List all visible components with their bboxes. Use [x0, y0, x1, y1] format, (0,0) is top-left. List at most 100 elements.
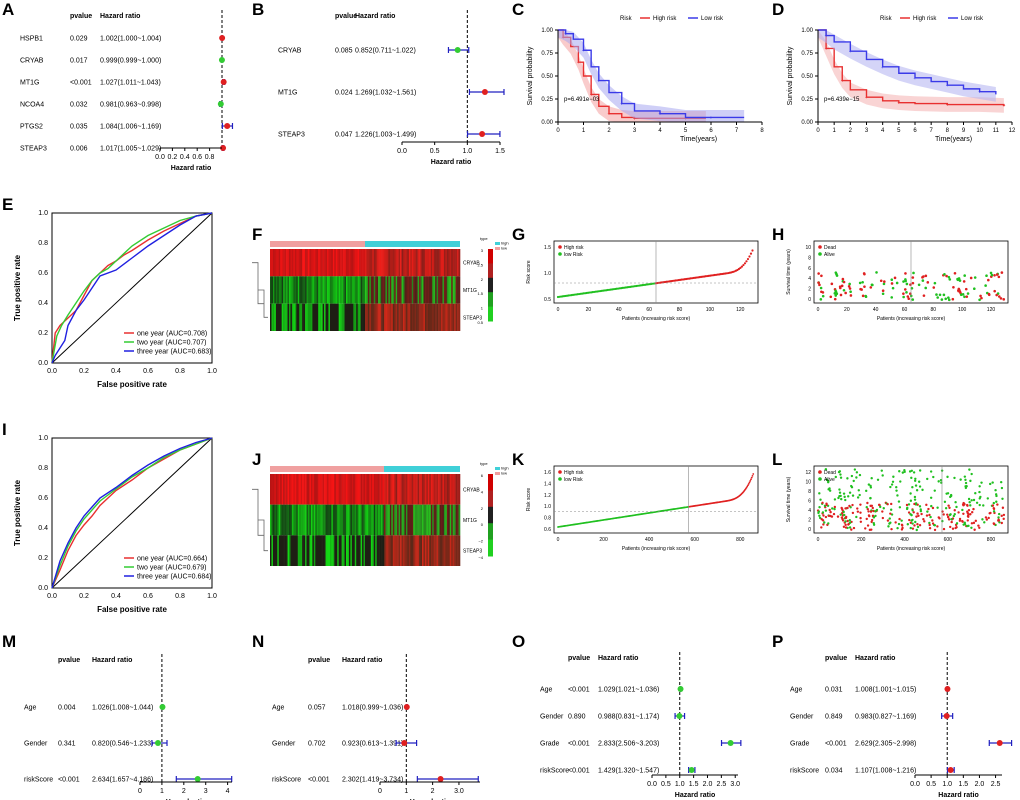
status-point [913, 498, 917, 501]
heatmap-cell [439, 474, 442, 505]
heatmap-cell [290, 249, 293, 277]
heatmap-cell [297, 504, 300, 536]
status-point [916, 523, 919, 526]
status-point [992, 507, 996, 511]
heatmap-cell [280, 535, 282, 566]
status-point [939, 478, 943, 482]
hr-point [676, 713, 683, 719]
heatmap-row-label: MT1G [463, 288, 477, 294]
y-tick-label: 0.4 [38, 300, 48, 307]
status-point [837, 496, 840, 500]
status-point [921, 279, 925, 282]
heatmap-cell [346, 504, 348, 536]
status-point [988, 482, 992, 486]
status-point [855, 515, 858, 519]
heatmap-cell [408, 249, 411, 277]
status-point [907, 297, 911, 300]
x-tick-label: 40 [616, 307, 622, 313]
x-tick-label: 12 [1009, 128, 1016, 134]
x-tick-label: 100 [958, 307, 967, 313]
status-point [882, 507, 885, 510]
risk-point [739, 266, 742, 269]
heatmap-cell [433, 535, 436, 566]
status-point [819, 498, 822, 501]
heatmap-cell [340, 504, 342, 536]
heatmap-cell [401, 504, 404, 536]
legend-marker [558, 477, 562, 481]
heatmap-cell [294, 535, 297, 566]
row-pvalue: 0.035 [70, 124, 88, 131]
risk-point [750, 476, 753, 479]
heatmap-cell [414, 249, 417, 277]
heatmap-cell [322, 249, 325, 277]
status-point [888, 517, 891, 520]
heatmap-cell [411, 535, 414, 566]
heatmap-cell [289, 474, 291, 505]
heatmap-cell [408, 474, 411, 505]
heatmap-cell [441, 535, 443, 566]
status-point [972, 507, 975, 511]
row-pvalue: 0.702 [308, 741, 326, 748]
heatmap-cell [430, 474, 433, 505]
heatmap-cell [289, 249, 291, 277]
row-hr-text: 1.084(1.006~1.169) [100, 124, 161, 131]
heatmap-cell [291, 504, 294, 536]
status-point [905, 503, 909, 507]
status-point [901, 526, 904, 530]
heatmap-cell [367, 276, 370, 304]
heatmap-cell [354, 535, 357, 566]
heatmap-cell [381, 303, 383, 331]
status-point [938, 517, 941, 520]
heatmap-cell [417, 249, 420, 277]
panel-label-g: G [512, 225, 526, 244]
legend-label: Low risk [701, 16, 724, 22]
heatmap-cell [423, 504, 426, 536]
heatmap-cell [442, 474, 445, 505]
panel-label-h: H [772, 225, 785, 244]
x-axis-label: Time(years) [935, 136, 972, 143]
status-point [997, 512, 1001, 516]
heatmap-cell [324, 276, 326, 304]
y-tick-label: 0.50 [541, 74, 553, 80]
status-point [880, 469, 883, 472]
heatmap-cell [309, 535, 312, 566]
y-tick-label: 0.8 [544, 516, 551, 522]
status-point [967, 508, 971, 512]
heatmap-cell [291, 276, 294, 304]
status-point [953, 513, 956, 516]
heatmap-cell [413, 276, 415, 304]
heatmap-cell [313, 504, 316, 536]
row-hr-text: 0.983(0.827~1.169) [855, 714, 916, 721]
heatmap-cell [309, 249, 312, 277]
row-label: Gender [790, 714, 814, 721]
status-point [820, 526, 823, 529]
status-point [828, 489, 832, 492]
heatmap-cell [379, 276, 382, 304]
status-point [964, 478, 967, 482]
heatmap-cell [429, 303, 432, 331]
panel-label-l: L [772, 450, 783, 469]
status-point [953, 509, 956, 512]
status-point [872, 516, 876, 519]
heatmap-cell [443, 249, 446, 277]
legend-label: three year (AUC=0.684) [137, 574, 212, 581]
heatmap-cell [324, 474, 326, 505]
heatmap-cell [318, 474, 320, 505]
status-point [872, 509, 875, 513]
heatmap-cell [300, 474, 303, 505]
row-hr-text: 1.018(0.999~1.036) [342, 705, 403, 712]
heatmap-cell [284, 504, 287, 536]
heatmap-cell [455, 249, 458, 277]
status-point [835, 292, 839, 296]
heatmap-cell [324, 303, 326, 331]
legend-marker [818, 252, 822, 256]
heatmap-cell [275, 535, 278, 566]
heatmap-cell [309, 474, 312, 505]
heatmap-cell [378, 504, 380, 536]
status-point [952, 514, 956, 518]
status-point [987, 293, 991, 297]
status-point [930, 504, 933, 508]
heatmap-cell [318, 303, 320, 331]
status-point [887, 525, 890, 528]
